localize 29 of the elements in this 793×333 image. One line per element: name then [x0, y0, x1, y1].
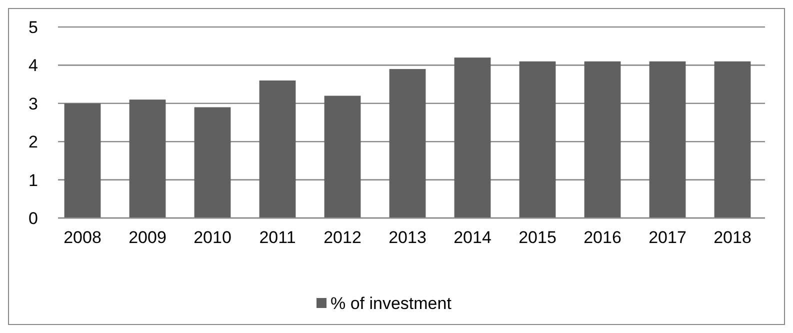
x-tick-label: 2013 — [388, 228, 426, 247]
x-tick-label: 2012 — [324, 228, 362, 247]
legend-label: % of investment — [330, 294, 452, 313]
x-tick-label: 2015 — [518, 228, 556, 247]
bar — [259, 80, 296, 218]
y-tick-label: 0 — [28, 208, 38, 228]
y-tick-label: 3 — [28, 94, 38, 114]
x-tick-label: 2018 — [714, 228, 752, 247]
x-tick-label: 2016 — [584, 228, 622, 247]
bar — [64, 103, 101, 218]
bar — [194, 107, 231, 218]
y-tick-label: 1 — [28, 170, 38, 190]
x-tick-label: 2014 — [454, 228, 492, 247]
y-tick-label: 4 — [28, 56, 38, 76]
bar — [324, 96, 361, 218]
bar — [389, 69, 426, 218]
bar — [649, 61, 686, 218]
bar — [519, 61, 556, 218]
x-tick-label: 2010 — [194, 228, 232, 247]
bar — [584, 61, 621, 218]
bar — [714, 61, 751, 218]
x-tick-label: 2017 — [648, 228, 686, 247]
y-tick-label: 5 — [28, 18, 38, 37]
x-tick-label: 2009 — [128, 228, 166, 247]
x-tick-label: 2008 — [64, 228, 102, 247]
y-tick-label: 2 — [28, 132, 38, 152]
x-tick-label: 2011 — [259, 228, 296, 247]
bar — [454, 58, 491, 218]
bar — [129, 100, 166, 218]
